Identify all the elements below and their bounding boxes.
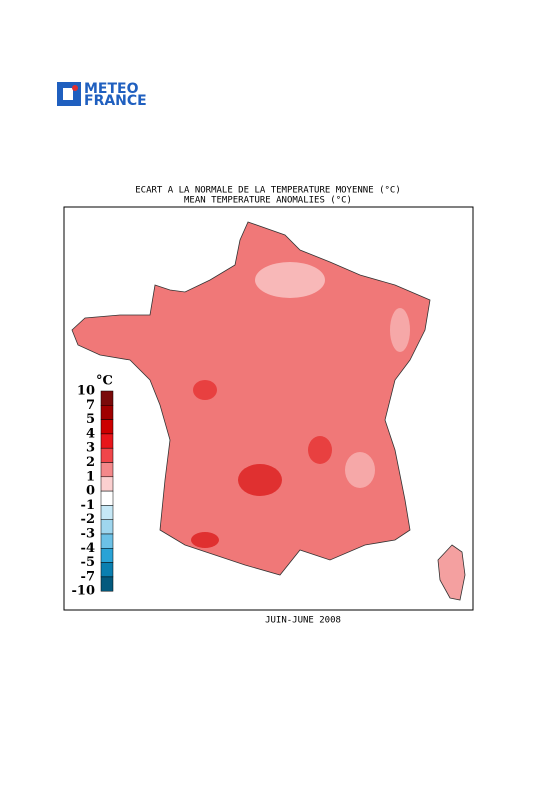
legend-swatch [100,419,114,435]
legend-label: 2 [86,455,95,470]
corsica [437,544,466,601]
legend-label: 4 [86,426,95,441]
logo-icon-inner [63,88,73,100]
logo: METEO FRANCE [57,81,147,109]
legend-unit: °C [96,374,113,389]
france-map [71,221,466,601]
legend-label: -4 [81,541,95,556]
mainland [71,221,431,576]
legend-label: 1 [86,469,95,484]
logo-dot [72,85,78,91]
map-frame [63,206,474,611]
legend-swatch [100,519,114,535]
legend-swatch [100,405,114,420]
legend-label: -3 [81,527,95,542]
legend-swatch [100,433,114,449]
region-shade [238,464,282,496]
logo-text: FRANCE [84,93,147,109]
legend-swatch [100,576,114,592]
legend-swatch [100,476,114,492]
legend-label: 10 [77,384,95,399]
legend-swatch [100,505,114,520]
legend-label: -2 [81,512,95,527]
legend-label: -10 [72,584,96,599]
legend-swatch [100,490,114,506]
map-title: ECART A LA NORMALE DE LA TEMPERATURE MOY… [135,186,401,196]
legend-label: -7 [81,569,95,584]
region-shade [390,308,410,352]
region-shade [191,532,219,548]
legend-label: 7 [86,398,95,413]
region-shade [308,436,332,464]
legend-swatch [100,548,114,563]
legend-swatch [100,462,114,478]
region-shade [193,380,217,400]
legend-label: -5 [81,555,95,570]
legend-swatch [100,390,114,406]
legend-label: 3 [86,441,95,456]
map-subtitle: MEAN TEMPERATURE ANOMALIES (°C) [184,196,352,206]
legend-label: 5 [86,412,95,427]
map-caption: JUIN-JUNE 2008 [265,616,341,626]
legend-swatch [100,533,114,549]
legend-label: -1 [81,498,95,513]
logo-text: METEO [84,81,139,97]
region-shade [345,452,375,488]
region-shade [255,262,325,298]
legend-label: 0 [86,484,95,499]
legend-swatch [100,562,114,578]
legend-swatch [100,447,114,463]
